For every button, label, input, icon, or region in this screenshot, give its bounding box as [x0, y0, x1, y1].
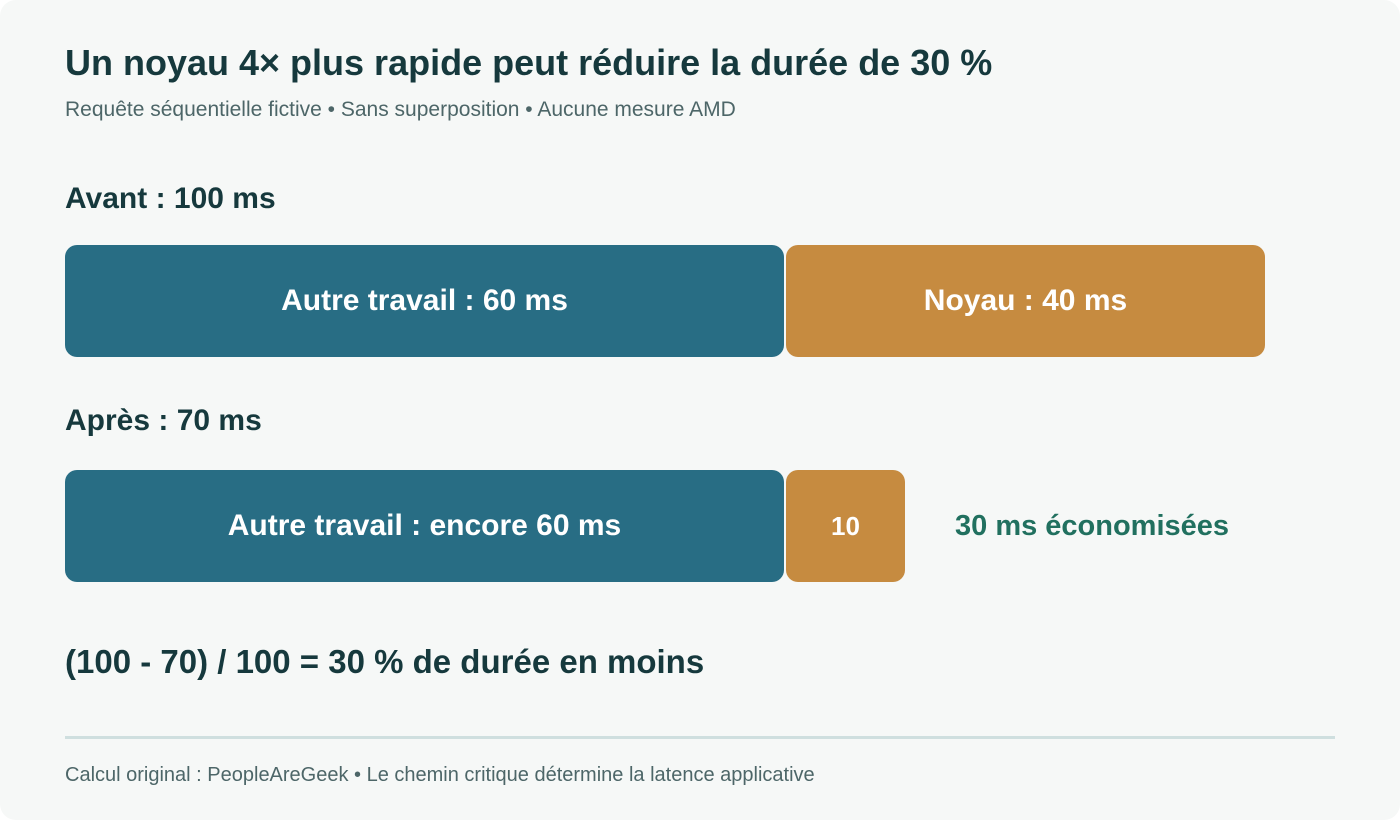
page-title: Un noyau 4× plus rapide peut réduire la … [65, 42, 993, 83]
footer-note: Calcul original : PeopleAreGeek • Le che… [65, 764, 815, 786]
savings-label: 30 ms économisées [955, 510, 1230, 542]
page-subtitle: Requête séquentielle fictive • Sans supe… [65, 98, 736, 121]
after-other-work-bar: Autre travail : encore 60 ms [65, 470, 784, 582]
formula: (100 - 70) / 100 = 30 % de durée en moin… [65, 643, 705, 680]
before-kernel-bar: Noyau : 40 ms [786, 245, 1265, 357]
before-other-work-label: Autre travail : 60 ms [281, 284, 568, 317]
before-label: Avant : 100 ms [65, 182, 276, 215]
after-other-work-label: Autre travail : encore 60 ms [227, 509, 622, 542]
after-label: Après : 70 ms [65, 404, 262, 437]
after-kernel-label: 10 [831, 510, 860, 541]
divider [65, 736, 1335, 739]
before-other-work-bar: Autre travail : 60 ms [65, 245, 784, 357]
before-kernel-label: Noyau : 40 ms [923, 284, 1128, 317]
after-kernel-bar: 10 [786, 470, 905, 582]
